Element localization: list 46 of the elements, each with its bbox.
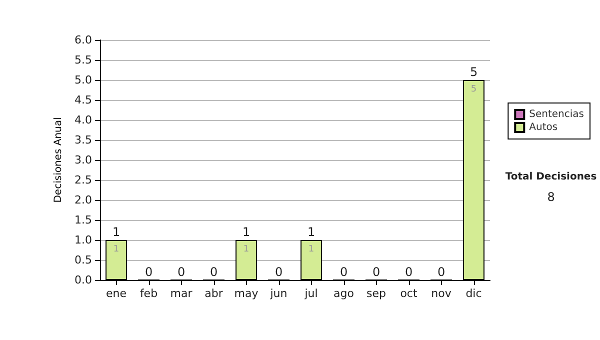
y-tick-label: 2.0: [74, 194, 92, 206]
x-tick-label: ene: [106, 287, 127, 300]
total-label: 0: [437, 265, 446, 279]
y-tick-label: 5.5: [74, 54, 92, 66]
data-label: 1: [308, 244, 314, 254]
y-tick-label: 3.5: [74, 134, 92, 146]
x-tick-label: may: [234, 287, 259, 300]
x-tick-label: abr: [204, 287, 224, 300]
x-tick-label: nov: [431, 287, 452, 300]
y-axis-title: Decisiones Anual: [53, 117, 64, 203]
y-tick-label: 6.0: [74, 34, 92, 46]
x-tick-label: feb: [140, 287, 158, 300]
total-label: 0: [274, 265, 283, 279]
y-tick-label: 3.0: [74, 154, 92, 166]
y-tick-label: 2.5: [74, 174, 92, 186]
total-label: 0: [177, 265, 186, 279]
total-label: 1: [307, 225, 316, 239]
total-label: 0: [372, 265, 380, 279]
y-tick-label: 0.0: [74, 274, 92, 286]
data-label: 1: [113, 244, 120, 254]
total-label: 1: [242, 225, 250, 239]
x-tick-label: jul: [304, 287, 318, 300]
legend-label: Autos: [529, 122, 558, 133]
legend-label: Sentencias: [529, 109, 584, 120]
text: 8: [547, 190, 555, 204]
x-tick-label: sep: [366, 287, 386, 300]
y-tick-label: 1.5: [74, 214, 92, 226]
data-label: 5: [470, 84, 477, 94]
total-label: 5: [470, 65, 478, 79]
text: Total Decisiones: [505, 172, 597, 182]
x-tick-label: mar: [170, 287, 193, 300]
total-label: 0: [144, 265, 153, 279]
total-label: 0: [210, 265, 218, 279]
x-tick-label: oct: [400, 287, 418, 300]
total-label: 0: [340, 265, 348, 279]
total-label: 0: [404, 265, 413, 279]
y-tick-label: 4.5: [74, 94, 92, 106]
y-tick-label: 1.0: [74, 234, 92, 246]
y-tick-label: 4.0: [74, 114, 92, 126]
x-tick-label: dic: [466, 287, 482, 300]
y-tick-label: 5.0: [74, 74, 92, 86]
total-label: 1: [112, 225, 120, 239]
x-tick-label: ago: [334, 287, 354, 300]
y-tick-label: 0.5: [74, 254, 92, 266]
x-tick-label: jun: [269, 287, 288, 300]
data-label: 1: [243, 244, 250, 254]
